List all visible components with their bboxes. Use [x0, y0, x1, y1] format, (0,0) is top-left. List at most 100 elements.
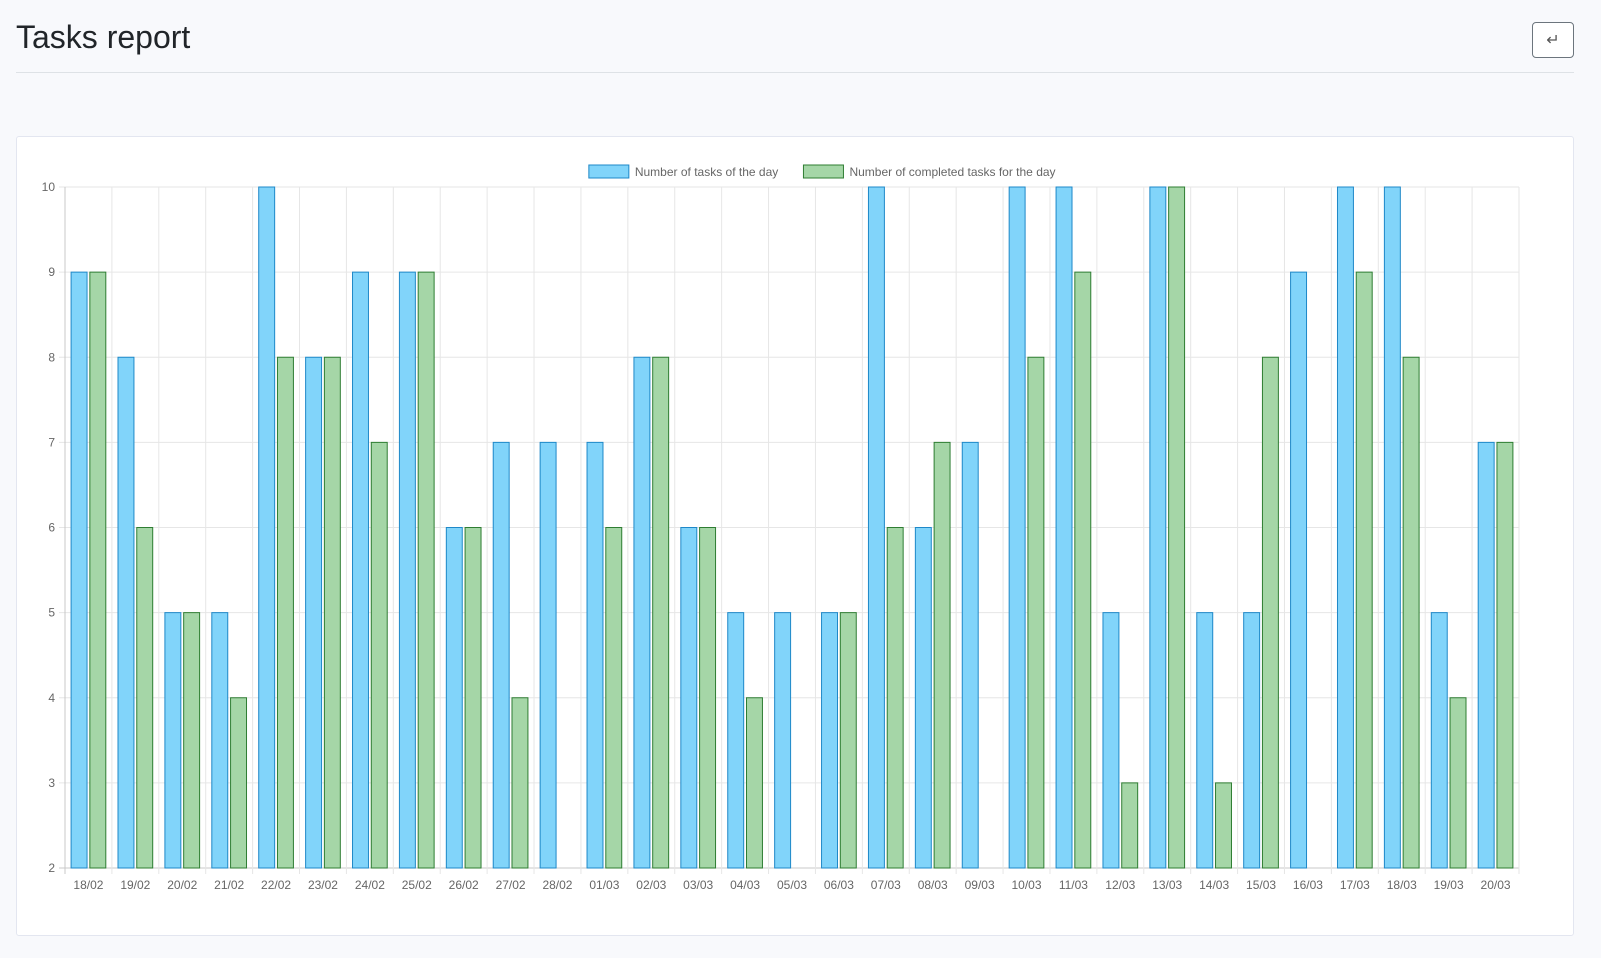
- tasks-bar-chart: 2 3 4 5 6 7 8 9 10 18/02 19/02 20/02 21/02 22/02 23/02…: [42, 164, 1520, 892]
- bar-tasks: [1430, 612, 1448, 869]
- bar-tasks: [1243, 612, 1261, 869]
- bar-tasks: [774, 612, 792, 869]
- bar-tasks: [258, 186, 276, 869]
- legend-swatch: [588, 164, 630, 179]
- bar-completed: [1121, 782, 1139, 869]
- x-tick-label: 19/02: [120, 878, 150, 892]
- chart-card: 2 3 4 5 6 7 8 9 10 18/02 19/02 20/02 21/02 22/02 23/02…: [16, 136, 1574, 936]
- x-tick-label: 12/03: [1105, 878, 1135, 892]
- y-tick-label: 9: [48, 265, 55, 279]
- y-tick-label: 3: [48, 776, 55, 790]
- bar-completed: [1402, 356, 1420, 869]
- y-tick-label: 10: [42, 180, 56, 194]
- bar-tasks: [1290, 271, 1308, 869]
- bar-completed: [839, 612, 857, 869]
- bar-tasks: [1477, 441, 1495, 869]
- x-tick-label: 13/03: [1152, 878, 1182, 892]
- bar-tasks: [586, 441, 604, 869]
- bar-completed: [136, 527, 154, 869]
- x-tick-label: 21/02: [214, 878, 244, 892]
- y-tick-label: 8: [48, 350, 55, 364]
- bar-completed: [89, 271, 107, 869]
- bar-tasks: [727, 612, 745, 869]
- x-tick-label: 19/03: [1434, 878, 1464, 892]
- bar-completed: [230, 697, 248, 869]
- bar-tasks: [1055, 186, 1073, 869]
- x-tick-label: 26/02: [449, 878, 479, 892]
- bar-tasks: [1008, 186, 1026, 869]
- back-button[interactable]: ↵: [1532, 22, 1574, 58]
- bar-completed: [605, 527, 623, 869]
- bar-tasks: [633, 356, 651, 869]
- y-tick-label: 5: [48, 606, 55, 620]
- x-tick-label: 05/03: [777, 878, 807, 892]
- x-tick-label: 10/03: [1012, 878, 1042, 892]
- x-tick-label: 20/02: [167, 878, 197, 892]
- x-tick-label: 28/02: [542, 878, 572, 892]
- x-tick-label: 01/03: [589, 878, 619, 892]
- legend-swatch: [802, 164, 844, 179]
- bar-completed: [1496, 441, 1514, 869]
- bar-completed: [1215, 782, 1232, 869]
- x-tick-label: 22/02: [261, 878, 291, 892]
- x-tick-label: 16/03: [1293, 878, 1323, 892]
- bar-completed: [886, 527, 904, 869]
- y-tick-label: 6: [48, 521, 55, 535]
- legend-label: Number of tasks of the day: [635, 165, 778, 179]
- bar-tasks: [445, 527, 463, 869]
- x-tick-label: 23/02: [308, 878, 338, 892]
- bar-tasks: [821, 612, 838, 869]
- bar-completed: [511, 697, 529, 869]
- x-tick-label: 06/03: [824, 878, 854, 892]
- y-tick-label: 4: [48, 691, 55, 705]
- bar-tasks: [914, 527, 932, 869]
- x-tick-label: 27/02: [496, 878, 526, 892]
- x-tick-label: 24/02: [355, 878, 385, 892]
- bar-tasks: [680, 527, 698, 869]
- x-tick-label: 09/03: [965, 878, 995, 892]
- x-tick-label: 25/02: [402, 878, 432, 892]
- x-tick-label: 18/02: [73, 878, 103, 892]
- bar-tasks: [164, 612, 182, 869]
- x-tick-label: 20/03: [1481, 878, 1511, 892]
- x-tick-label: 07/03: [871, 878, 901, 892]
- bar-completed: [1168, 186, 1186, 869]
- bar-tasks: [305, 356, 323, 869]
- bar-tasks: [70, 271, 88, 869]
- x-tick-label: 15/03: [1246, 878, 1276, 892]
- bar-tasks: [1336, 186, 1354, 869]
- bar-completed: [464, 527, 482, 869]
- bar-completed: [370, 441, 388, 869]
- bar-tasks: [211, 612, 229, 869]
- x-tick-label: 02/03: [636, 878, 666, 892]
- bar-tasks: [1383, 186, 1401, 869]
- bar-completed: [1355, 271, 1373, 869]
- bar-tasks: [352, 271, 369, 869]
- bar-completed: [1449, 697, 1467, 869]
- bar-tasks: [867, 186, 885, 869]
- x-tick-label: 17/03: [1340, 878, 1370, 892]
- return-icon: ↵: [1546, 32, 1560, 49]
- bar-completed: [699, 527, 717, 869]
- bar-tasks: [1149, 186, 1167, 869]
- bar-completed: [183, 612, 201, 869]
- x-tick-label: 03/03: [683, 878, 713, 892]
- bar-completed: [323, 356, 341, 869]
- bar-completed: [652, 356, 670, 869]
- y-tick-label: 2: [48, 861, 55, 875]
- y-tick-label: 7: [48, 435, 55, 449]
- legend-label: Number of completed tasks for the day: [849, 165, 1055, 179]
- x-tick-label: 11/03: [1059, 878, 1088, 892]
- bar-tasks: [961, 441, 979, 869]
- bar-tasks: [1102, 612, 1120, 869]
- bar-tasks: [539, 441, 557, 869]
- x-tick-label: 18/03: [1387, 878, 1417, 892]
- x-tick-label: 08/03: [918, 878, 948, 892]
- bar-completed: [1261, 356, 1279, 869]
- bar-completed: [417, 271, 435, 869]
- x-tick-label: 14/03: [1199, 878, 1229, 892]
- bar-completed: [1027, 356, 1045, 869]
- bar-completed: [933, 441, 951, 869]
- page-title: Tasks report: [16, 19, 191, 55]
- bar-tasks: [492, 441, 510, 869]
